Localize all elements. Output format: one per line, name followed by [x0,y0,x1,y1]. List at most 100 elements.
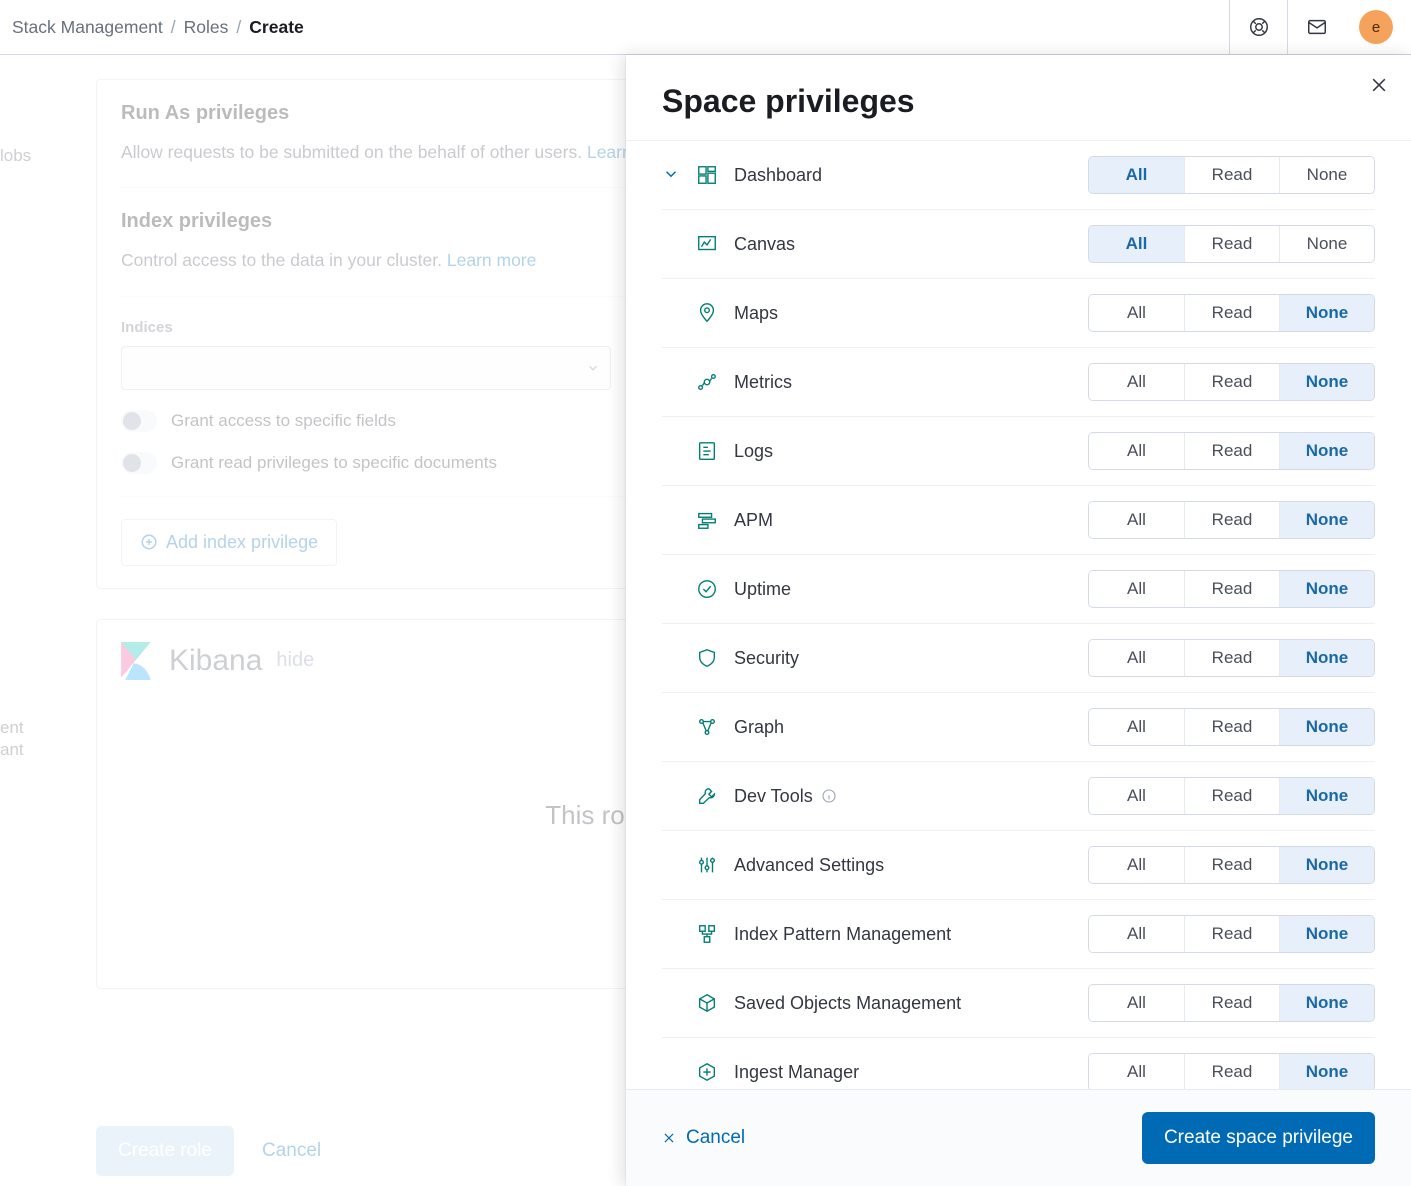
privilege-row: Index Pattern Management All Read None [662,900,1375,969]
priv-read-button[interactable]: Read [1184,709,1279,745]
privilege-segmented-control: All Read None [1088,639,1375,677]
priv-none-button[interactable]: None [1279,157,1374,193]
feature-icon [696,923,718,945]
flyout-title: Space privileges [662,83,1375,120]
info-icon[interactable] [821,788,837,804]
feature-icon [696,233,718,255]
privilege-name: Security [734,648,799,669]
priv-all-button[interactable]: All [1089,985,1184,1021]
breadcrumb-item[interactable]: Roles [184,17,229,38]
priv-all-button[interactable]: All [1089,916,1184,952]
create-role-button[interactable]: Create role [96,1126,234,1176]
switch-off[interactable] [121,452,157,474]
mail-icon[interactable] [1287,0,1345,54]
priv-read-button[interactable]: Read [1184,157,1279,193]
feature-icon [696,854,718,876]
feature-icon [696,716,718,738]
feature-icon [696,440,718,462]
privilege-name: Index Pattern Management [734,924,951,945]
priv-none-button[interactable]: None [1279,295,1374,331]
breadcrumbs: Stack Management / Roles / Create [12,17,304,38]
switch-off[interactable] [121,410,157,432]
priv-read-button[interactable]: Read [1184,985,1279,1021]
priv-all-button[interactable]: All [1089,226,1184,262]
user-avatar[interactable]: e [1359,10,1393,44]
flyout-body: Dashboard All Read None Canvas All Read … [626,140,1411,1089]
priv-read-button[interactable]: Read [1184,295,1279,331]
priv-none-button[interactable]: None [1279,502,1374,538]
header-actions: e [1229,0,1393,54]
help-icon[interactable] [1229,0,1287,54]
kibana-logo-icon [121,642,155,680]
learn-more-link[interactable]: Learn more [447,250,537,270]
privilege-name: Logs [734,441,773,462]
privilege-row: Metrics All Read None [662,348,1375,417]
privilege-row: Dev Tools All Read None [662,762,1375,831]
kibana-hide-link[interactable]: hide [276,649,314,672]
feature-icon [696,164,718,186]
priv-none-button[interactable]: None [1279,985,1374,1021]
flyout-header: Space privileges [626,55,1411,140]
priv-none-button[interactable]: None [1279,847,1374,883]
priv-none-button[interactable]: None [1279,916,1374,952]
privilege-row: Uptime All Read None [662,555,1375,624]
priv-all-button[interactable]: All [1089,502,1184,538]
priv-read-button[interactable]: Read [1184,916,1279,952]
privilege-segmented-control: All Read None [1088,846,1375,884]
priv-read-button[interactable]: Read [1184,364,1279,400]
priv-none-button[interactable]: None [1279,226,1374,262]
privilege-segmented-control: All Read None [1088,225,1375,263]
privilege-segmented-control: All Read None [1088,363,1375,401]
priv-read-button[interactable]: Read [1184,571,1279,607]
priv-all-button[interactable]: All [1089,709,1184,745]
priv-read-button[interactable]: Read [1184,1054,1279,1089]
priv-read-button[interactable]: Read [1184,433,1279,469]
feature-icon [696,509,718,531]
close-icon[interactable] [1369,75,1389,95]
priv-read-button[interactable]: Read [1184,778,1279,814]
privilege-row: Saved Objects Management All Read None [662,969,1375,1038]
kibana-title: Kibana [169,644,262,678]
add-index-privilege-button[interactable]: Add index privilege [121,519,337,566]
privilege-segmented-control: All Read None [1088,294,1375,332]
priv-all-button[interactable]: All [1089,157,1184,193]
breadcrumb-item-current: Create [249,17,303,38]
feature-icon [696,578,718,600]
feature-icon [696,302,718,324]
header: Stack Management / Roles / Create e [0,0,1411,55]
feature-icon [696,992,718,1014]
priv-none-button[interactable]: None [1279,364,1374,400]
priv-read-button[interactable]: Read [1184,847,1279,883]
priv-all-button[interactable]: All [1089,640,1184,676]
priv-read-button[interactable]: Read [1184,502,1279,538]
privilege-name: Metrics [734,372,792,393]
priv-all-button[interactable]: All [1089,847,1184,883]
breadcrumb-item[interactable]: Stack Management [12,17,163,38]
flyout-footer: Cancel Create space privilege [626,1089,1411,1186]
priv-none-button[interactable]: None [1279,1054,1374,1089]
priv-none-button[interactable]: None [1279,433,1374,469]
cancel-link[interactable]: Cancel [262,1140,321,1162]
flyout-cancel-button[interactable]: Cancel [662,1127,745,1149]
priv-all-button[interactable]: All [1089,571,1184,607]
priv-all-button[interactable]: All [1089,364,1184,400]
priv-none-button[interactable]: None [1279,778,1374,814]
privilege-segmented-control: All Read None [1088,915,1375,953]
privilege-row: Graph All Read None [662,693,1375,762]
chevron-down-icon[interactable] [662,165,680,186]
priv-all-button[interactable]: All [1089,295,1184,331]
feature-icon [696,371,718,393]
create-space-privilege-button[interactable]: Create space privilege [1142,1112,1375,1164]
priv-none-button[interactable]: None [1279,571,1374,607]
priv-read-button[interactable]: Read [1184,226,1279,262]
priv-all-button[interactable]: All [1089,1054,1184,1089]
plus-circle-icon [140,533,158,551]
priv-none-button[interactable]: None [1279,640,1374,676]
privilege-segmented-control: All Read None [1088,777,1375,815]
priv-none-button[interactable]: None [1279,709,1374,745]
priv-read-button[interactable]: Read [1184,640,1279,676]
indices-select[interactable] [121,346,611,390]
priv-all-button[interactable]: All [1089,433,1184,469]
breadcrumb-sep: / [171,17,176,38]
priv-all-button[interactable]: All [1089,778,1184,814]
